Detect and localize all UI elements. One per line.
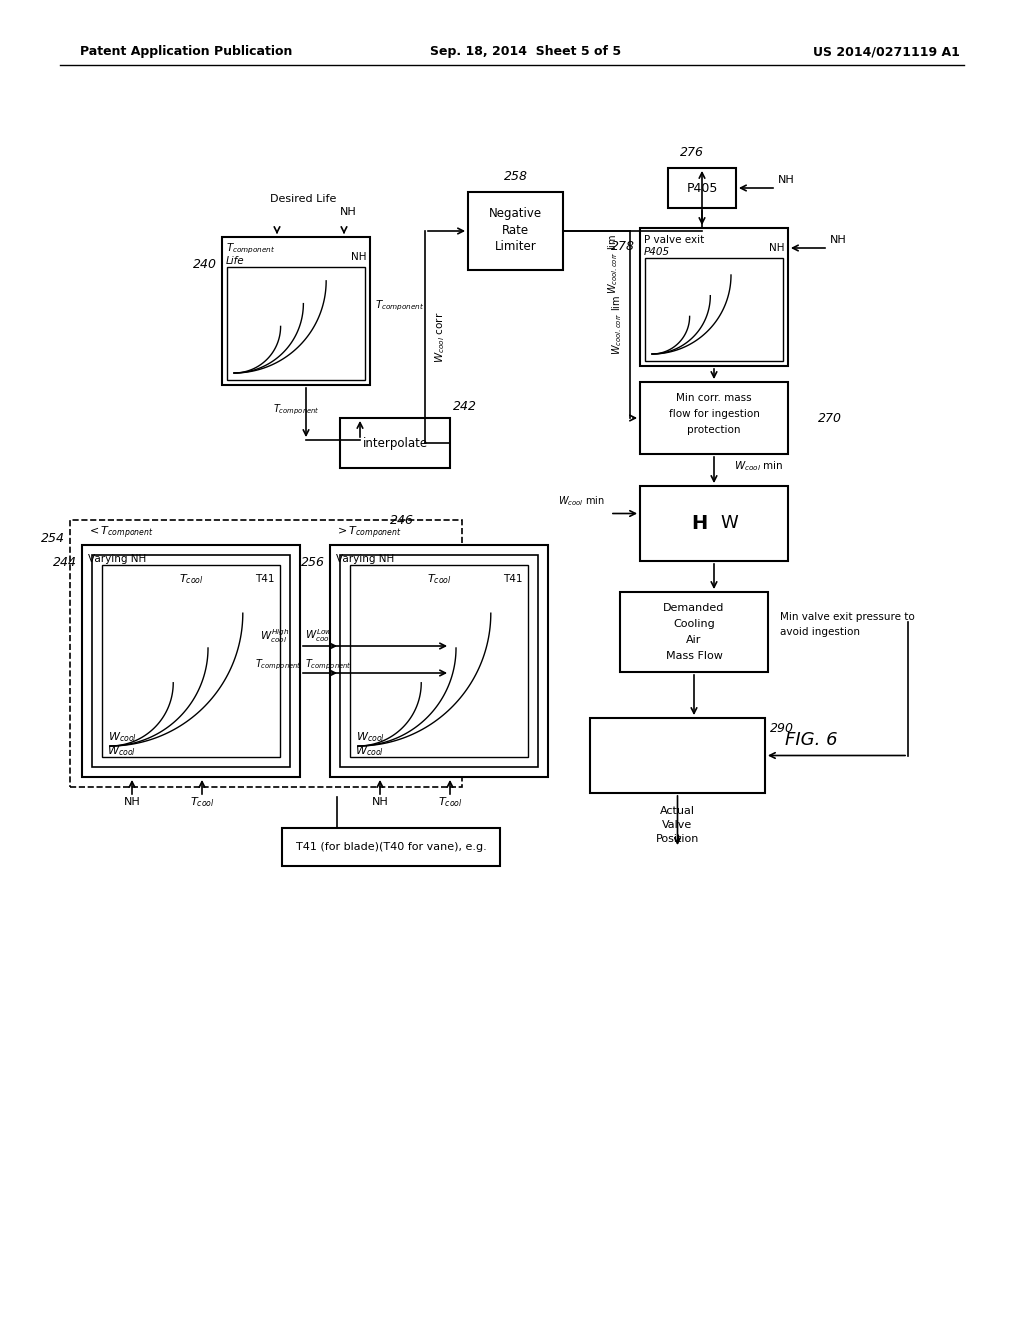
Text: P valve exit: P valve exit xyxy=(644,235,705,246)
Text: US 2014/0271119 A1: US 2014/0271119 A1 xyxy=(813,45,961,58)
Bar xyxy=(227,267,365,380)
Text: 290: 290 xyxy=(770,722,794,734)
Text: Varying NH: Varying NH xyxy=(88,554,146,564)
Text: protection: protection xyxy=(687,425,740,436)
Text: T41 (for blade)(T40 for vane), e.g.: T41 (for blade)(T40 for vane), e.g. xyxy=(296,842,486,851)
Text: NH: NH xyxy=(372,797,388,807)
Text: $W_{cool.corr}$ lim: $W_{cool.corr}$ lim xyxy=(610,294,624,355)
Text: 240: 240 xyxy=(193,259,217,272)
Text: Demanded: Demanded xyxy=(664,603,725,612)
Bar xyxy=(82,545,300,777)
Bar xyxy=(330,545,548,777)
Text: NH: NH xyxy=(768,243,784,253)
Bar xyxy=(350,565,528,756)
Text: 254: 254 xyxy=(41,532,65,544)
Bar xyxy=(645,257,783,360)
Text: $W_{cool}$: $W_{cool}$ xyxy=(355,744,384,758)
Text: $W_{cool}$ corr: $W_{cool}$ corr xyxy=(433,312,446,363)
Text: NH: NH xyxy=(124,797,140,807)
Text: Negative: Negative xyxy=(488,207,542,220)
Text: NH: NH xyxy=(340,207,356,216)
Text: 244: 244 xyxy=(53,557,77,569)
Bar xyxy=(640,381,788,454)
Text: Air: Air xyxy=(686,635,701,645)
Text: Rate: Rate xyxy=(502,223,529,236)
Text: $W_{cool}$: $W_{cool}$ xyxy=(356,730,385,744)
Text: $T_{component}$: $T_{component}$ xyxy=(226,242,275,256)
Text: $T_{component}$: $T_{component}$ xyxy=(255,657,302,672)
Text: $W_{cool}$: $W_{cool}$ xyxy=(108,730,137,744)
Text: Patent Application Publication: Patent Application Publication xyxy=(80,45,293,58)
Text: T41: T41 xyxy=(504,574,523,583)
Text: $T_{cool}$: $T_{cool}$ xyxy=(178,572,204,586)
Bar xyxy=(640,228,788,366)
Text: $T_{component}$: $T_{component}$ xyxy=(305,657,352,672)
Text: Life: Life xyxy=(226,256,245,267)
Text: Sep. 18, 2014  Sheet 5 of 5: Sep. 18, 2014 Sheet 5 of 5 xyxy=(430,45,622,58)
Text: T41: T41 xyxy=(256,574,275,583)
Text: Min valve exit pressure to: Min valve exit pressure to xyxy=(780,612,914,622)
Text: 242: 242 xyxy=(453,400,477,412)
Text: 246: 246 xyxy=(390,513,414,527)
Text: Varying NH: Varying NH xyxy=(336,554,394,564)
Bar xyxy=(620,591,768,672)
Text: 270: 270 xyxy=(818,412,842,425)
Text: Position: Position xyxy=(655,834,699,843)
Text: NH: NH xyxy=(350,252,366,261)
Text: Cooling: Cooling xyxy=(673,619,715,630)
Text: NH: NH xyxy=(830,235,847,246)
Text: Limiter: Limiter xyxy=(495,240,537,253)
Text: $W_{cool}$ min: $W_{cool}$ min xyxy=(734,459,783,473)
Text: Actual: Actual xyxy=(660,807,695,816)
Text: H: H xyxy=(691,513,708,533)
Text: $W_{cool}$: $W_{cool}$ xyxy=(106,744,136,758)
Text: Desired Life: Desired Life xyxy=(270,194,336,205)
Bar xyxy=(282,828,500,866)
Text: Mass Flow: Mass Flow xyxy=(666,651,723,661)
Bar xyxy=(640,486,788,561)
Bar xyxy=(340,418,450,469)
Bar xyxy=(92,554,290,767)
Text: $>T_{component}$: $>T_{component}$ xyxy=(335,525,401,541)
Text: interpolate: interpolate xyxy=(362,437,428,450)
Text: FIG. 6: FIG. 6 xyxy=(785,731,838,748)
Text: 276: 276 xyxy=(680,147,705,160)
Text: $T_{cool}$: $T_{cool}$ xyxy=(437,795,463,809)
Text: $W_{cool}^{High}$: $W_{cool}^{High}$ xyxy=(260,627,289,645)
Text: 258: 258 xyxy=(504,170,527,183)
Bar xyxy=(590,718,765,793)
Text: flow for ingestion: flow for ingestion xyxy=(669,409,760,418)
Text: W: W xyxy=(720,515,738,532)
Text: 256: 256 xyxy=(301,557,325,569)
Bar xyxy=(340,554,538,767)
Text: Min corr. mass: Min corr. mass xyxy=(676,393,752,403)
Text: $W_{cool}^{Low}$: $W_{cool}^{Low}$ xyxy=(305,627,333,644)
Bar xyxy=(468,191,563,271)
Text: $<T_{component}$: $<T_{component}$ xyxy=(87,525,154,541)
Text: P405: P405 xyxy=(686,181,718,194)
Bar xyxy=(102,565,280,756)
Text: Valve: Valve xyxy=(663,820,692,830)
Text: NH: NH xyxy=(778,176,795,185)
Bar xyxy=(222,238,370,385)
Bar xyxy=(70,520,462,787)
Text: 278: 278 xyxy=(611,239,635,252)
Text: $T_{component}$: $T_{component}$ xyxy=(273,403,319,417)
Text: $W_{cool.corr}$ lim: $W_{cool.corr}$ lim xyxy=(606,234,620,294)
Bar xyxy=(668,168,736,209)
Text: $T_{component}$: $T_{component}$ xyxy=(375,298,425,313)
Text: avoid ingestion: avoid ingestion xyxy=(780,627,860,638)
Text: $W_{cool}$ min: $W_{cool}$ min xyxy=(558,495,605,508)
Text: P405: P405 xyxy=(644,247,670,257)
Text: $T_{cool}$: $T_{cool}$ xyxy=(427,572,452,586)
Text: $T_{cool}$: $T_{cool}$ xyxy=(189,795,214,809)
